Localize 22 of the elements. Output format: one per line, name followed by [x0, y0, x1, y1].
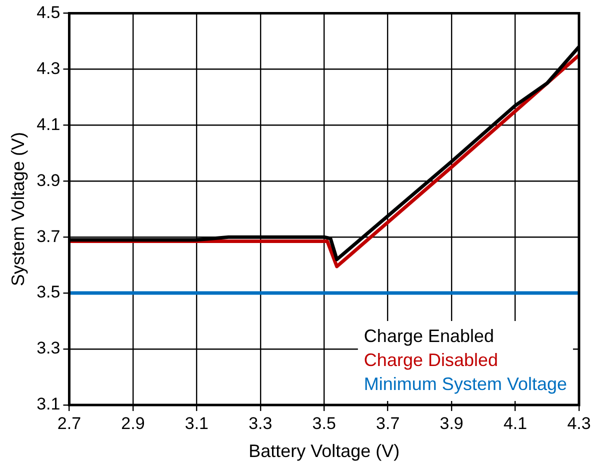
x-tick-label: 3.1	[184, 414, 208, 433]
y-tick-label: 3.1	[36, 394, 60, 414]
x-axis-title: Battery Voltage (V)	[248, 441, 400, 462]
x-tick-label: 4.3	[567, 414, 591, 433]
x-tick-label: 4.1	[503, 414, 528, 433]
x-tick-label: 3.5	[312, 414, 336, 433]
x-tick-label: 3.9	[440, 414, 464, 433]
y-tick-label: 4.3	[36, 58, 60, 78]
y-tick-label: 4.1	[36, 114, 60, 134]
text: Charge Enabled	[364, 326, 494, 346]
y-tick-label: 3.3	[36, 338, 60, 358]
x-tick-label: 2.9	[121, 414, 145, 433]
y-tick-label: 3.7	[36, 226, 60, 246]
x-tick-label: 2.7	[57, 414, 82, 433]
y-tick-label: 3.5	[36, 282, 60, 302]
y-tick-label: 3.9	[36, 170, 60, 190]
y-axis-title: System Voltage (V)	[8, 132, 28, 286]
text: Minimum System Voltage	[364, 374, 568, 394]
text: Charge Disabled	[364, 350, 498, 370]
x-tick-label: 3.7	[376, 414, 400, 433]
y-tick-label: 4.5	[36, 2, 60, 22]
x-tick-label: 3.3	[248, 414, 272, 433]
